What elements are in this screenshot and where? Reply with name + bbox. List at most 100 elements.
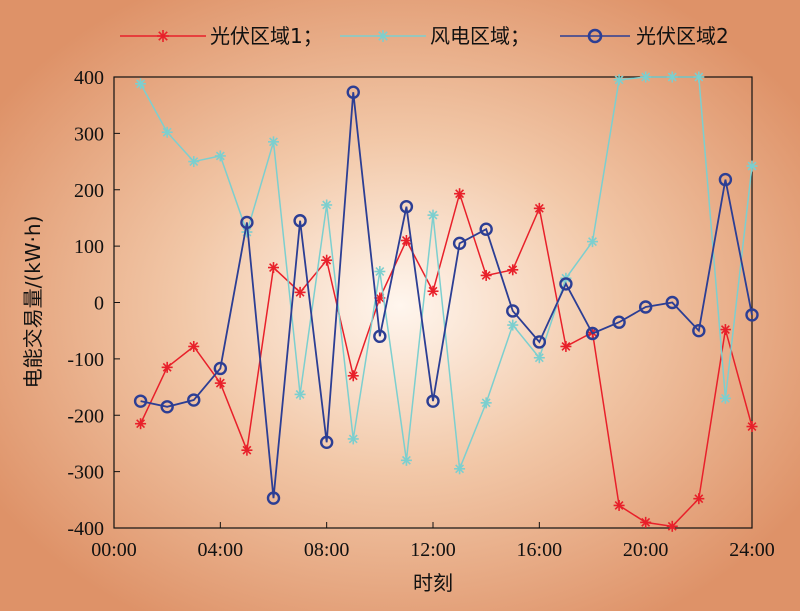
data-point xyxy=(585,326,600,341)
data-point xyxy=(266,491,281,505)
y-axis-title: 电能交易量/(kW·h) xyxy=(21,216,45,389)
data-point xyxy=(745,308,759,322)
y-tick-label: -100 xyxy=(67,349,104,371)
data-point xyxy=(454,188,466,200)
data-point xyxy=(293,214,307,228)
data-point xyxy=(613,74,625,86)
legend-item-2: 风电区域； xyxy=(340,24,530,48)
data-point xyxy=(719,392,731,404)
data-point xyxy=(321,199,333,211)
data-point xyxy=(135,418,147,430)
data-point xyxy=(640,516,652,528)
data-point xyxy=(294,388,306,400)
data-point xyxy=(241,444,253,456)
data-point xyxy=(294,286,306,298)
legend-label: 光伏区域2 xyxy=(636,24,729,48)
data-point xyxy=(480,269,492,281)
data-point xyxy=(373,329,387,344)
data-point xyxy=(693,493,705,505)
y-tick-label: 100 xyxy=(74,236,104,258)
legend: 光伏区域1； 风电区域； 光伏区域2 xyxy=(120,24,729,48)
legend-label: 风电区域； xyxy=(430,24,530,48)
data-point xyxy=(719,324,731,336)
data-point xyxy=(347,370,359,382)
data-point xyxy=(188,156,200,168)
data-point xyxy=(640,71,652,83)
data-point xyxy=(506,304,520,318)
data-point xyxy=(268,136,279,148)
data-point xyxy=(452,236,467,251)
data-point xyxy=(427,285,439,297)
data-point xyxy=(638,300,653,314)
data-point xyxy=(240,215,254,230)
legend-item-3: 光伏区域2 xyxy=(560,24,729,48)
data-point xyxy=(426,394,440,408)
data-point xyxy=(692,323,706,338)
x-axis-title: 时刻 xyxy=(413,571,453,595)
data-point xyxy=(400,454,412,466)
legend-item-1: 光伏区域1； xyxy=(120,24,323,48)
x-tick-label: 20:00 xyxy=(623,539,669,561)
data-point xyxy=(187,393,201,407)
data-point xyxy=(693,71,705,83)
data-point xyxy=(507,264,519,276)
data-point xyxy=(718,172,733,187)
data-point xyxy=(454,463,466,475)
y-tick-label: 200 xyxy=(74,180,104,202)
y-tick-label: -300 xyxy=(67,462,104,484)
data-point xyxy=(533,202,545,214)
data-point xyxy=(268,262,279,274)
y-tick-label: 400 xyxy=(74,67,104,89)
x-tick-label: 04:00 xyxy=(198,539,244,561)
y-tick-label: -200 xyxy=(67,405,104,427)
x-tick-label: 00:00 xyxy=(91,539,137,561)
data-point xyxy=(746,421,758,433)
data-point xyxy=(214,150,226,162)
y-tick-label: 300 xyxy=(74,123,104,145)
data-point xyxy=(560,340,572,352)
series-2 xyxy=(135,71,758,475)
data-point xyxy=(161,361,173,373)
data-point xyxy=(399,199,414,214)
data-point xyxy=(479,222,493,236)
data-point xyxy=(133,394,148,408)
legend-marker xyxy=(377,30,389,42)
x-tick-label: 08:00 xyxy=(304,539,350,561)
x-tick-label: 24:00 xyxy=(729,539,775,561)
data-point xyxy=(587,236,598,248)
legend-marker xyxy=(587,28,603,44)
data-point xyxy=(746,160,758,172)
y-tick-label: -400 xyxy=(67,518,104,540)
data-point xyxy=(666,520,678,532)
data-point xyxy=(214,377,226,389)
data-point xyxy=(480,397,492,409)
data-point xyxy=(507,319,519,331)
series-3 xyxy=(133,85,759,505)
data-point xyxy=(321,254,333,266)
legend-marker xyxy=(157,30,169,42)
data-point xyxy=(532,335,547,349)
data-point xyxy=(374,265,386,277)
data-point xyxy=(666,71,678,83)
data-point xyxy=(161,126,173,138)
data-point xyxy=(319,435,334,450)
x-tick-label: 16:00 xyxy=(517,539,563,561)
data-point xyxy=(347,433,359,445)
data-point xyxy=(612,315,626,329)
x-tick-label: 12:00 xyxy=(410,539,456,561)
data-point xyxy=(213,361,228,376)
data-point xyxy=(188,340,200,352)
data-point xyxy=(665,295,679,310)
legend-label: 光伏区域1； xyxy=(210,24,323,48)
data-point xyxy=(559,277,573,291)
series-1 xyxy=(135,188,758,532)
y-tick-label: 0 xyxy=(94,293,104,315)
data-point xyxy=(613,499,625,511)
data-point xyxy=(160,400,174,414)
data-point xyxy=(135,78,147,90)
data-point xyxy=(427,209,439,221)
data-point xyxy=(533,352,545,364)
